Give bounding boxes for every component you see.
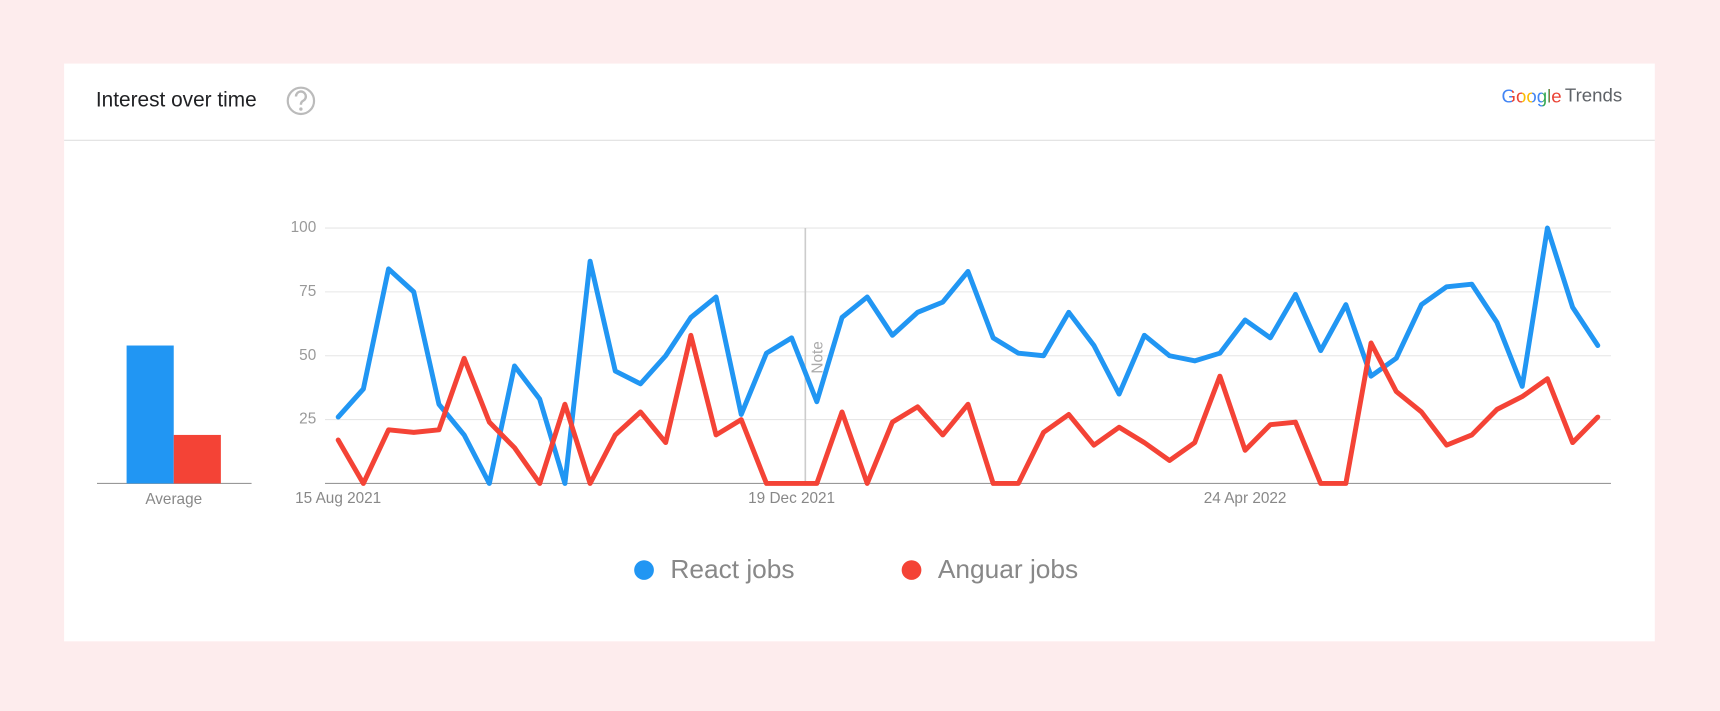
x-tick-label: 19 Dec 2021 bbox=[748, 490, 835, 507]
series-line bbox=[335, 225, 1601, 486]
average-bar bbox=[173, 434, 221, 484]
header-title: Interest over time bbox=[96, 88, 257, 111]
help-icon[interactable] bbox=[286, 86, 316, 116]
logo-trends: Trends bbox=[1565, 84, 1622, 105]
average-bar bbox=[126, 345, 174, 484]
logo-google: Google bbox=[1502, 85, 1562, 106]
y-tick-label: 25 bbox=[299, 411, 316, 428]
x-tick-label: 15 Aug 2021 bbox=[295, 490, 381, 507]
x-tick-label: Average bbox=[145, 491, 202, 508]
legend-swatch bbox=[901, 560, 922, 580]
legend-label: Anguar jobs bbox=[938, 554, 1078, 584]
y-tick-label: 50 bbox=[299, 347, 316, 364]
card bbox=[64, 63, 1655, 642]
series-line bbox=[335, 332, 1601, 486]
legend-swatch bbox=[634, 560, 654, 580]
x-tick-label: 24 Apr 2022 bbox=[1204, 490, 1287, 507]
y-tick-label: 75 bbox=[299, 283, 316, 300]
note-label: Note bbox=[810, 341, 827, 373]
y-tick-label: 100 bbox=[291, 219, 317, 236]
legend-label: React jobs bbox=[670, 554, 794, 584]
